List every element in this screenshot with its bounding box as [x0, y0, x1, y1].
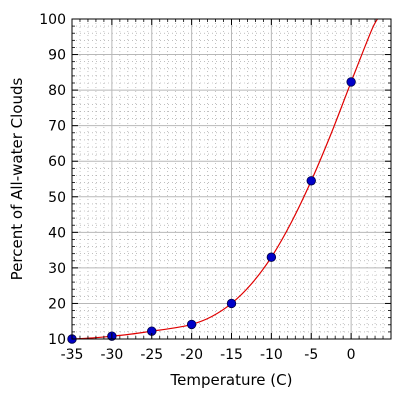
- y-tick-label: 20: [48, 296, 66, 312]
- data-point: [186, 319, 197, 330]
- data-point: [226, 298, 237, 309]
- y-tick-label: 60: [48, 154, 66, 170]
- data-point: [346, 77, 356, 87]
- y-tick-label: 30: [48, 261, 66, 277]
- y-tick-label: 40: [48, 225, 66, 241]
- x-tick-label: -15: [220, 347, 243, 363]
- x-tick-label: -5: [304, 347, 318, 363]
- y-axis-label: Percent of All-water Clouds: [8, 78, 26, 281]
- y-tick-label: 50: [48, 190, 66, 206]
- x-tick-label: -20: [180, 347, 203, 363]
- x-tick-label: -25: [140, 347, 163, 363]
- minor-grid: [72, 19, 391, 339]
- fit-curve-layer: [72, 19, 378, 339]
- x-axis-label: Temperature (C): [170, 371, 293, 389]
- y-tick-label: 10: [48, 332, 66, 348]
- x-tick-label: -35: [61, 347, 84, 363]
- y-tick-label: 80: [48, 83, 66, 99]
- x-tick-label: -30: [100, 347, 123, 363]
- y-tick-label: 70: [48, 119, 66, 135]
- data-point: [306, 176, 316, 186]
- tick-labels: -35 -30 -25 -20 -15 -10 -5 0 10 20 30 40 50 60 70 80 90 1…: [39, 12, 355, 363]
- y-tick-label: 100: [39, 12, 66, 28]
- data-point: [266, 252, 277, 262]
- fit-curve: [72, 19, 378, 339]
- axis-ticks: [71, 18, 391, 340]
- x-tick-label: 0: [347, 347, 356, 363]
- y-tick-label: 90: [48, 48, 66, 64]
- x-tick-label: -10: [260, 347, 283, 363]
